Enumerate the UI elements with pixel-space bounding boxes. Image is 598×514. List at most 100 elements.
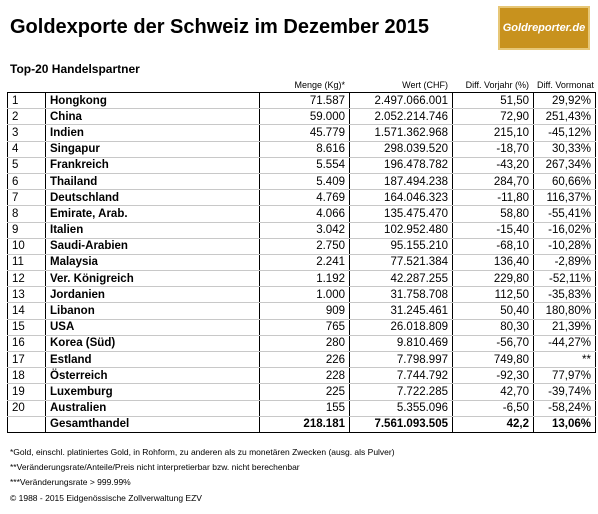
- table-row: 19 Luxemburg 225 7.722.285 42,70 -39,74%: [7, 383, 596, 401]
- cell-menge: 4.066: [259, 205, 350, 223]
- table-subtitle: Top-20 Handelspartner: [10, 62, 140, 76]
- cell-diff-vormonat: -58,24%: [533, 400, 596, 417]
- footnote-2: **Veränderungsrate/Anteile/Preis nicht i…: [10, 462, 300, 473]
- total-diff-vorjahr: 42,2: [452, 415, 534, 433]
- cell-menge: 909: [259, 302, 350, 320]
- cell-rank: 9: [7, 222, 46, 239]
- cell-diff-vormonat: 21,39%: [533, 319, 596, 336]
- cell-diff-vorjahr: -6,50: [452, 400, 534, 417]
- cell-rank: 16: [7, 335, 46, 353]
- cell-menge: 45.779: [259, 124, 350, 142]
- cell-diff-vormonat: -44,27%: [533, 335, 596, 353]
- cell-menge: 59.000: [259, 108, 350, 126]
- cell-wert: 31.245.461: [349, 302, 453, 320]
- table-row: 18 Österreich 228 7.744.792 -92,30 77,97%: [7, 367, 596, 385]
- cell-rank: 5: [7, 157, 46, 174]
- cell-diff-vorjahr: -15,40: [452, 222, 534, 239]
- cell-diff-vormonat: **: [533, 351, 596, 369]
- cell-rank: 10: [7, 238, 46, 255]
- cell-diff-vormonat: 29,92%: [533, 92, 596, 110]
- cell-diff-vormonat: -35,83%: [533, 286, 596, 304]
- cell-wert: 95.155.210: [349, 238, 453, 255]
- total-label: Gesamthandel: [45, 415, 260, 433]
- cell-diff-vorjahr: 80,30: [452, 319, 534, 336]
- cell-diff-vormonat: -16,02%: [533, 222, 596, 239]
- copyright-notice: © 1988 - 2015 Eidgenössische Zollverwalt…: [10, 492, 202, 503]
- cell-rank: 7: [7, 189, 46, 207]
- cell-wert: 187.494.238: [349, 173, 453, 191]
- cell-menge: 5.409: [259, 173, 350, 191]
- cell-menge: 765: [259, 319, 350, 336]
- cell-rank: 2: [7, 108, 46, 126]
- goldreporter-logo[interactable]: Goldreporter.de: [498, 6, 590, 50]
- cell-rank: 20: [7, 400, 46, 417]
- cell-menge: 1.000: [259, 286, 350, 304]
- cell-rank: [7, 415, 46, 433]
- cell-rank: 18: [7, 367, 46, 385]
- cell-country: Deutschland: [45, 189, 260, 207]
- cell-menge: 8.616: [259, 141, 350, 158]
- cell-diff-vorjahr: -68,10: [452, 238, 534, 255]
- table-row: 7 Deutschland 4.769 164.046.323 -11,80 116,37…: [7, 189, 596, 207]
- cell-diff-vorjahr: 284,70: [452, 173, 534, 191]
- table-row: 14 Libanon 909 31.245.461 50,40 180,80%: [7, 302, 596, 320]
- cell-wert: 135.475.470: [349, 205, 453, 223]
- cell-country: Singapur: [45, 141, 260, 158]
- cell-diff-vorjahr: 229,80: [452, 270, 534, 288]
- cell-country: Estland: [45, 351, 260, 369]
- cell-country: USA: [45, 319, 260, 336]
- cell-menge: 4.769: [259, 189, 350, 207]
- cell-country: Indien: [45, 124, 260, 142]
- cell-country: Italien: [45, 222, 260, 239]
- cell-diff-vorjahr: 72,90: [452, 108, 534, 126]
- cell-menge: 226: [259, 351, 350, 369]
- col-header-diff-vorjahr: Diff. Vorjahr (%): [465, 79, 529, 90]
- total-diff-vormonat: 13,06%: [533, 415, 596, 433]
- cell-menge: 280: [259, 335, 350, 353]
- table-row: 11 Malaysia 2.241 77.521.384 136,40 -2,89%: [7, 254, 596, 272]
- logo-text: Goldreporter.de: [502, 22, 586, 34]
- cell-diff-vormonat: 180,80%: [533, 302, 596, 320]
- total-row: Gesamthandel 218.181 7.561.093.505 42,2 13,0…: [7, 415, 596, 433]
- cell-rank: 4: [7, 141, 46, 158]
- cell-country: Emirate, Arab.: [45, 205, 260, 223]
- cell-rank: 8: [7, 205, 46, 223]
- cell-wert: 164.046.323: [349, 189, 453, 207]
- cell-menge: 225: [259, 383, 350, 401]
- cell-country: Libanon: [45, 302, 260, 320]
- cell-country: Ver. Königreich: [45, 270, 260, 288]
- cell-diff-vormonat: 267,34%: [533, 157, 596, 174]
- cell-wert: 9.810.469: [349, 335, 453, 353]
- cell-menge: 2.241: [259, 254, 350, 272]
- col-header-menge: Menge (Kg)*: [294, 79, 345, 90]
- col-header-rank: [7, 77, 45, 92]
- footnote-3: ***Veränderungsrate > 999.99%: [10, 477, 131, 488]
- table-row: 15 USA 765 26.018.809 80,30 21,39%: [7, 319, 596, 336]
- cell-country: Thailand: [45, 173, 260, 191]
- col-header-country: [45, 77, 259, 92]
- table-row: 6 Thailand 5.409 187.494.238 284,70 60,66%: [7, 173, 596, 191]
- cell-country: China: [45, 108, 260, 126]
- cell-diff-vorjahr: -43,20: [452, 157, 534, 174]
- cell-diff-vorjahr: 749,80: [452, 351, 534, 369]
- cell-wert: 298.039.520: [349, 141, 453, 158]
- table-row: 20 Australien 155 5.355.096 -6,50 -58,24%: [7, 400, 596, 417]
- cell-wert: 2.497.066.001: [349, 92, 453, 110]
- cell-diff-vormonat: 60,66%: [533, 173, 596, 191]
- export-table: 1 Hongkong 71.587 2.497.066.001 51,50 29,92% 2…: [7, 92, 596, 433]
- table-row: 17 Estland 226 7.798.997 749,80 **: [7, 351, 596, 369]
- cell-wert: 5.355.096: [349, 400, 453, 417]
- page-title: Goldexporte der Schweiz im Dezember 2015: [10, 16, 430, 38]
- cell-diff-vorjahr: 136,40: [452, 254, 534, 272]
- cell-country: Saudi-Arabien: [45, 238, 260, 255]
- cell-wert: 7.744.792: [349, 367, 453, 385]
- cell-diff-vormonat: -45,12%: [533, 124, 596, 142]
- table-row: 5 Frankreich 5.554 196.478.782 -43,20 267,34%: [7, 157, 596, 174]
- cell-diff-vormonat: -55,41%: [533, 205, 596, 223]
- cell-menge: 71.587: [259, 92, 350, 110]
- cell-wert: 77.521.384: [349, 254, 453, 272]
- cell-diff-vorjahr: 50,40: [452, 302, 534, 320]
- cell-diff-vorjahr: -11,80: [452, 189, 534, 207]
- table-row: 10 Saudi-Arabien 2.750 95.155.210 -68,10 -10,…: [7, 238, 596, 255]
- cell-wert: 7.722.285: [349, 383, 453, 401]
